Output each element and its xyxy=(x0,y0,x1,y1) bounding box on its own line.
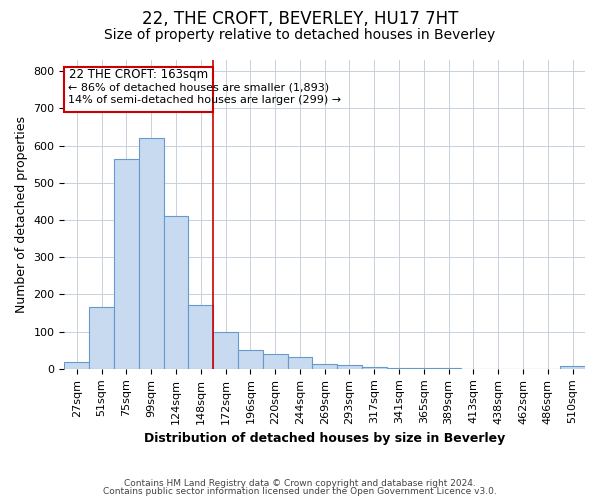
Bar xyxy=(64,362,89,369)
Text: 22, THE CROFT, BEVERLEY, HU17 7HT: 22, THE CROFT, BEVERLEY, HU17 7HT xyxy=(142,10,458,28)
Bar xyxy=(89,308,114,369)
Bar xyxy=(188,305,213,369)
Bar xyxy=(386,368,412,369)
Bar xyxy=(164,216,188,369)
Bar xyxy=(114,158,139,369)
Bar xyxy=(139,138,164,369)
Text: ← 86% of detached houses are smaller (1,893): ← 86% of detached houses are smaller (1,… xyxy=(68,82,329,92)
Y-axis label: Number of detached properties: Number of detached properties xyxy=(15,116,28,313)
Bar xyxy=(213,332,238,369)
Bar xyxy=(412,368,436,369)
Text: Contains HM Land Registry data © Crown copyright and database right 2024.: Contains HM Land Registry data © Crown c… xyxy=(124,478,476,488)
X-axis label: Distribution of detached houses by size in Beverley: Distribution of detached houses by size … xyxy=(144,432,505,445)
Bar xyxy=(263,354,287,369)
Bar xyxy=(313,364,337,369)
Bar xyxy=(337,365,362,369)
Text: Contains public sector information licensed under the Open Government Licence v3: Contains public sector information licen… xyxy=(103,487,497,496)
Bar xyxy=(238,350,263,369)
Bar xyxy=(362,367,386,369)
Text: Size of property relative to detached houses in Beverley: Size of property relative to detached ho… xyxy=(104,28,496,42)
Text: 22 THE CROFT: 163sqm: 22 THE CROFT: 163sqm xyxy=(69,68,208,82)
Bar xyxy=(560,366,585,369)
Text: 14% of semi-detached houses are larger (299) →: 14% of semi-detached houses are larger (… xyxy=(68,95,341,105)
Bar xyxy=(287,356,313,369)
Bar xyxy=(64,68,213,112)
